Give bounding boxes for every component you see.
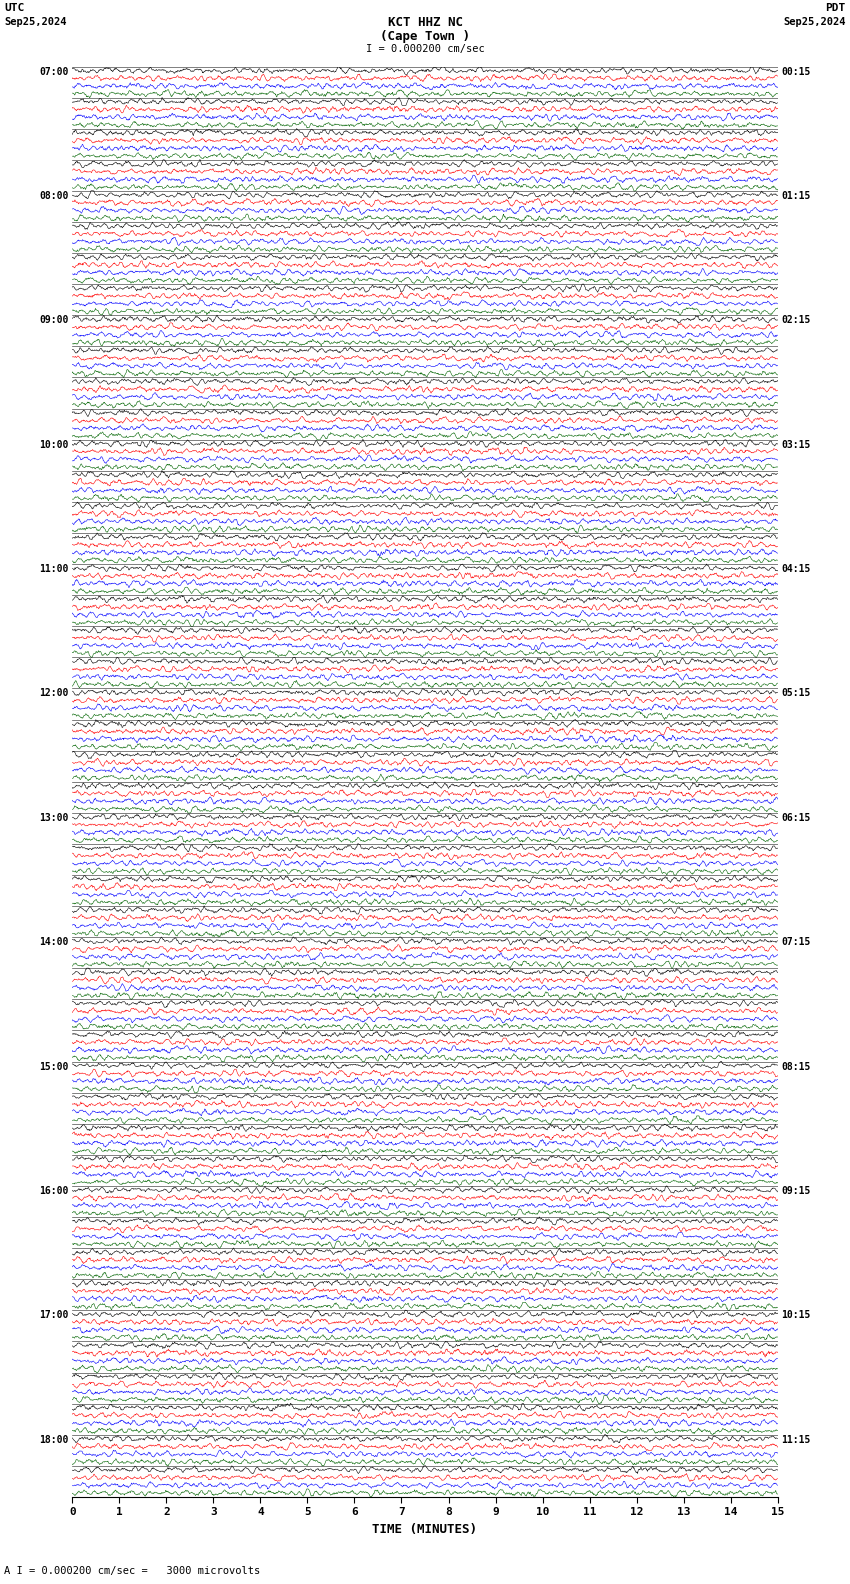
Text: 00:15: 00:15 — [781, 67, 811, 76]
Text: 05:15: 05:15 — [781, 689, 811, 699]
Text: 02:15: 02:15 — [781, 315, 811, 325]
Text: Sep25,2024: Sep25,2024 — [4, 17, 67, 27]
Text: 15:00: 15:00 — [39, 1061, 69, 1071]
Text: KCT HHZ NC: KCT HHZ NC — [388, 16, 462, 29]
Text: UTC: UTC — [4, 3, 25, 13]
Text: 10:00: 10:00 — [39, 440, 69, 450]
Text: 09:15: 09:15 — [781, 1186, 811, 1196]
Text: PDT: PDT — [825, 3, 846, 13]
Text: 13:00: 13:00 — [39, 813, 69, 822]
Text: Sep25,2024: Sep25,2024 — [783, 17, 846, 27]
X-axis label: TIME (MINUTES): TIME (MINUTES) — [372, 1522, 478, 1536]
Text: 17:00: 17:00 — [39, 1310, 69, 1321]
Text: 16:00: 16:00 — [39, 1186, 69, 1196]
Text: 01:15: 01:15 — [781, 192, 811, 201]
Text: 03:15: 03:15 — [781, 440, 811, 450]
Text: 12:00: 12:00 — [39, 689, 69, 699]
Text: 07:00: 07:00 — [39, 67, 69, 76]
Text: 10:15: 10:15 — [781, 1310, 811, 1321]
Text: 11:15: 11:15 — [781, 1435, 811, 1445]
Text: I = 0.000200 cm/sec: I = 0.000200 cm/sec — [366, 44, 484, 54]
Text: (Cape Town ): (Cape Town ) — [380, 30, 470, 43]
Text: 11:00: 11:00 — [39, 564, 69, 573]
Text: 04:15: 04:15 — [781, 564, 811, 573]
Text: 09:00: 09:00 — [39, 315, 69, 325]
Text: 18:00: 18:00 — [39, 1435, 69, 1445]
Text: A I = 0.000200 cm/sec =   3000 microvolts: A I = 0.000200 cm/sec = 3000 microvolts — [4, 1567, 260, 1576]
Text: 08:00: 08:00 — [39, 192, 69, 201]
Text: 07:15: 07:15 — [781, 938, 811, 947]
Text: 08:15: 08:15 — [781, 1061, 811, 1071]
Text: 06:15: 06:15 — [781, 813, 811, 822]
Text: 14:00: 14:00 — [39, 938, 69, 947]
